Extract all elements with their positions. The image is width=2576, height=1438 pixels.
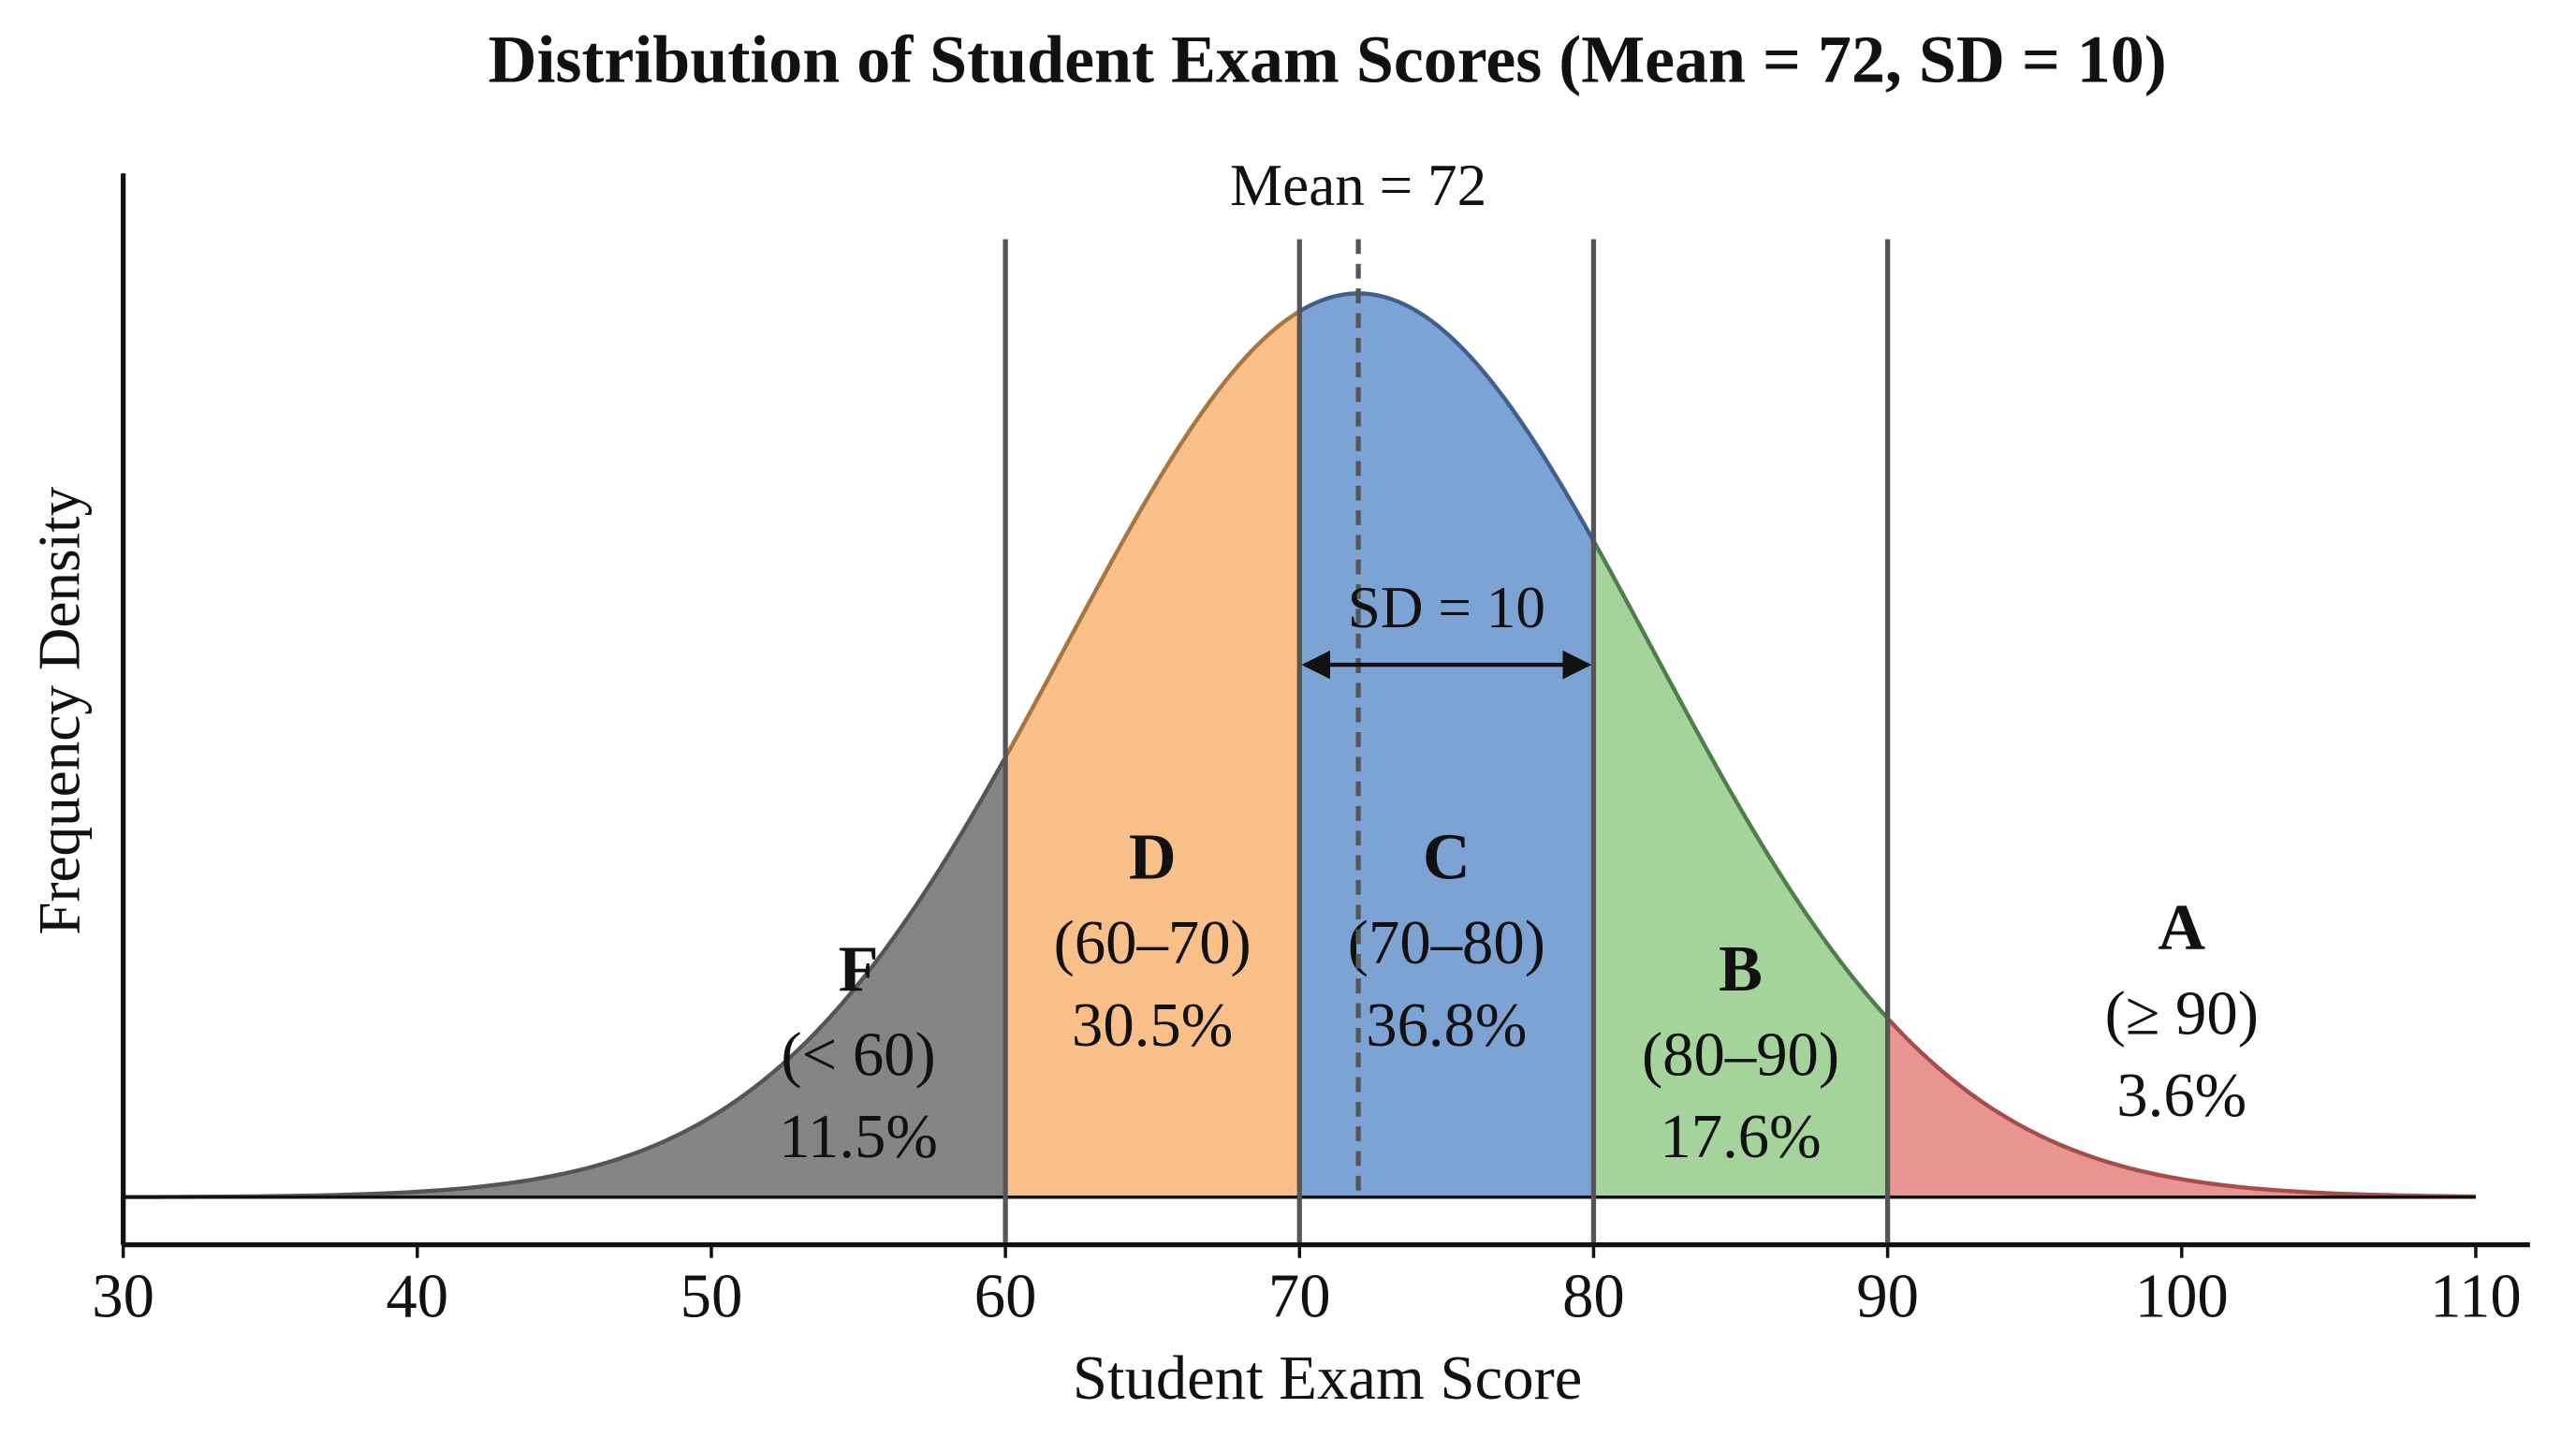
x-tick-label: 70 (1268, 1262, 1331, 1330)
chart-title: Distribution of Student Exam Scores (Mea… (489, 22, 2167, 97)
x-tick-label: 30 (92, 1262, 154, 1330)
grade-name: A (2158, 891, 2205, 964)
x-tick-label: 60 (974, 1262, 1037, 1330)
grade-percent: 11.5% (779, 1103, 938, 1171)
grade-range: (≥ 90) (2105, 979, 2259, 1048)
curve-segment (1591, 539, 1890, 1020)
grade-percent: 36.8% (1366, 991, 1527, 1060)
grade-range: (60–70) (1054, 909, 1251, 977)
grade-region (123, 756, 1006, 1197)
grade-percent: 30.5% (1072, 991, 1233, 1060)
x-tick-label: 100 (2135, 1262, 2229, 1330)
sd-label: SD = 10 (1348, 575, 1545, 640)
grade-name: C (1423, 821, 1471, 894)
x-tick-label: 80 (1562, 1262, 1625, 1330)
grade-region (1299, 293, 1594, 1197)
grade-percent: 17.6% (1660, 1103, 1821, 1171)
grade-name: F (839, 932, 879, 1005)
x-tick-label: 90 (1856, 1262, 1919, 1330)
curve-segment (1003, 309, 1301, 758)
grade-range: (70–80) (1348, 909, 1545, 977)
curve-segment (1298, 291, 1596, 542)
x-tick-label: 40 (386, 1262, 448, 1330)
grade-name: D (1129, 821, 1177, 894)
grade-name: B (1719, 932, 1763, 1005)
y-axis-label: Frequency Density (27, 486, 93, 934)
grade-region (1887, 1018, 2476, 1197)
x-axis-label: Student Exam Score (1073, 1344, 1583, 1413)
grade-region (1593, 540, 1888, 1197)
mean-label: Mean = 72 (1230, 153, 1486, 218)
grade-range: (< 60) (781, 1020, 935, 1089)
curve-segment (1886, 1017, 2476, 1199)
grade-range: (80–90) (1642, 1020, 1839, 1089)
grade-percent: 3.6% (2116, 1062, 2247, 1130)
x-tick-label: 50 (681, 1262, 743, 1330)
x-tick-label: 110 (2430, 1262, 2522, 1330)
grade-region (1005, 311, 1300, 1197)
